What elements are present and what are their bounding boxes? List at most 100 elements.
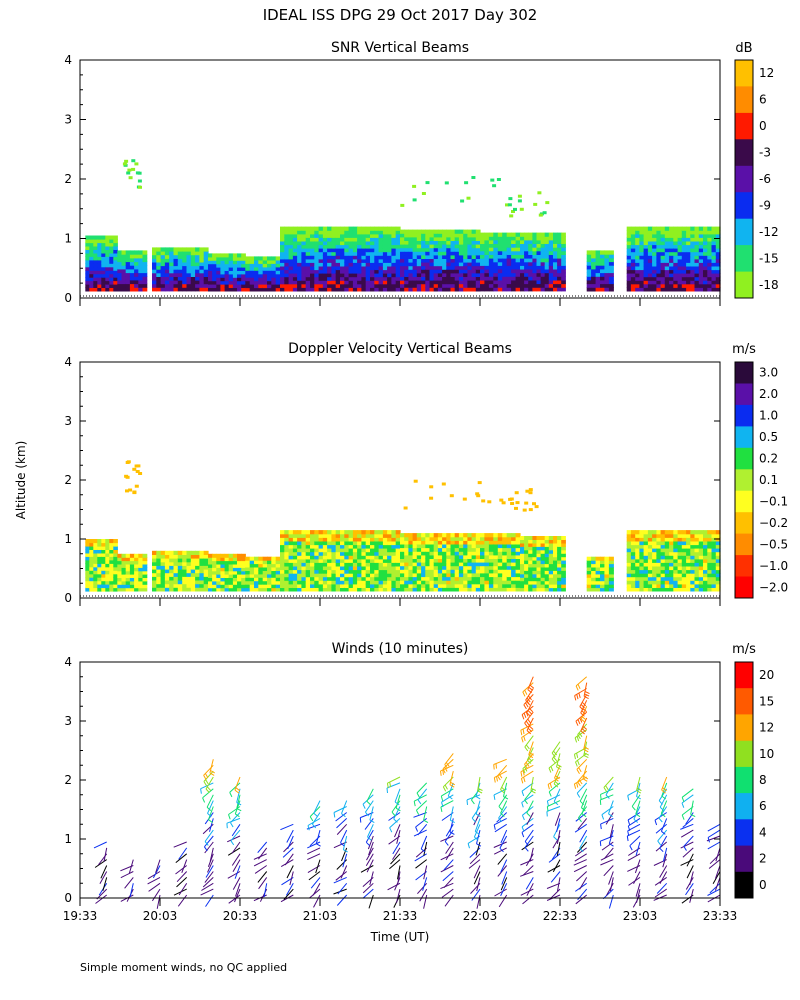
data-cell: [484, 558, 490, 563]
data-cell: [199, 283, 205, 288]
data-cell: [497, 543, 503, 549]
data-cell: [85, 545, 90, 550]
data-cell: [232, 287, 238, 292]
data-cell: [199, 254, 205, 259]
data-cell: [310, 269, 315, 274]
wind-barb: [286, 829, 294, 843]
data-cell: [164, 265, 170, 270]
data-cell: [493, 583, 499, 588]
wind-barb: [333, 806, 347, 813]
data-cell: [416, 540, 422, 545]
data-cell: [169, 265, 175, 270]
wind-barb: [156, 894, 161, 909]
data-cell: [515, 569, 521, 574]
data-cell: [85, 287, 90, 292]
data-cell: [463, 533, 468, 538]
wind-barb: [228, 806, 241, 815]
data-cell: [647, 273, 653, 278]
data-cell: [561, 279, 566, 285]
wind-barb-flag: [470, 799, 475, 805]
data-cell: [182, 576, 188, 581]
data-cell: [532, 542, 538, 547]
data-cell: [156, 269, 162, 274]
data-cell: [182, 554, 188, 559]
data-cell: [297, 287, 302, 292]
data-cell: [208, 253, 213, 258]
wind-barb-flag: [203, 781, 207, 786]
wind-profile-14: [466, 776, 483, 909]
data-cell: [382, 558, 388, 563]
data-cell: [450, 265, 456, 270]
data-cell: [694, 262, 700, 267]
data-cell: [540, 243, 546, 248]
data-cell: [262, 284, 268, 289]
data-cell: [493, 547, 499, 552]
data-cell: [327, 548, 332, 553]
data-cell: [224, 587, 230, 592]
data-cell: [254, 270, 259, 275]
data-cell: [561, 236, 566, 241]
data-cell: [681, 273, 687, 278]
data-cell: [412, 558, 418, 563]
wind-barb: [574, 823, 587, 833]
data-cell: [258, 263, 264, 268]
data-cell: [643, 276, 649, 281]
data-cell: [374, 283, 380, 288]
data-cell: [412, 536, 418, 541]
wind-barb-flag: [493, 824, 496, 830]
data-cell: [254, 573, 259, 578]
data-cell: [220, 570, 226, 575]
data-cell: [216, 580, 221, 585]
data-cell: [669, 565, 674, 571]
data-cell-sparse: [528, 491, 533, 495]
data-cell: [387, 573, 392, 578]
data-cell: [97, 280, 102, 285]
data-cell: [681, 580, 687, 585]
data-cell: [703, 287, 708, 292]
data-cell: [630, 551, 636, 556]
data-cell: [85, 256, 90, 261]
data-cell: [429, 543, 435, 549]
data-cell: [557, 239, 562, 244]
data-cell: [109, 259, 114, 264]
data-cell: [520, 546, 525, 551]
data-cell: [387, 280, 392, 285]
wind-barb-flag: [477, 790, 483, 794]
data-cell: [129, 553, 135, 558]
data-cell: [195, 554, 200, 559]
data-cell: [715, 565, 721, 571]
data-cell: [502, 258, 508, 263]
data-cell: [195, 283, 200, 288]
data-cell: [690, 226, 696, 231]
data-cell: [267, 556, 272, 561]
wind-barb: [493, 841, 507, 848]
data-cell: [664, 237, 670, 242]
data-cell: [673, 555, 679, 560]
data-cell: [506, 565, 512, 570]
data-cell: [357, 530, 362, 535]
data-cell: [408, 269, 414, 274]
data-cell: [275, 263, 281, 268]
data-cell: [416, 247, 422, 252]
data-cell: [348, 565, 354, 571]
data-cell: [348, 548, 354, 553]
data-cell: [488, 547, 494, 552]
wind-barb-flag: [444, 841, 449, 846]
data-cell: [421, 262, 426, 267]
data-cell: [463, 276, 468, 281]
data-cell: [190, 583, 196, 588]
data-cell: [262, 266, 268, 271]
data-cell: [199, 280, 205, 285]
wind-barb-flag: [230, 822, 234, 828]
data-cell: [664, 248, 670, 253]
data-cell: [224, 256, 230, 261]
data-cell: [690, 537, 696, 542]
data-cell: [395, 533, 401, 538]
data-cell: [433, 536, 439, 541]
data-cell: [395, 576, 401, 581]
data-cell: [400, 562, 405, 567]
data-cell: [89, 539, 94, 544]
data-cell: [454, 247, 460, 252]
data-cell: [561, 553, 566, 558]
wind-profile-8: [306, 800, 321, 908]
